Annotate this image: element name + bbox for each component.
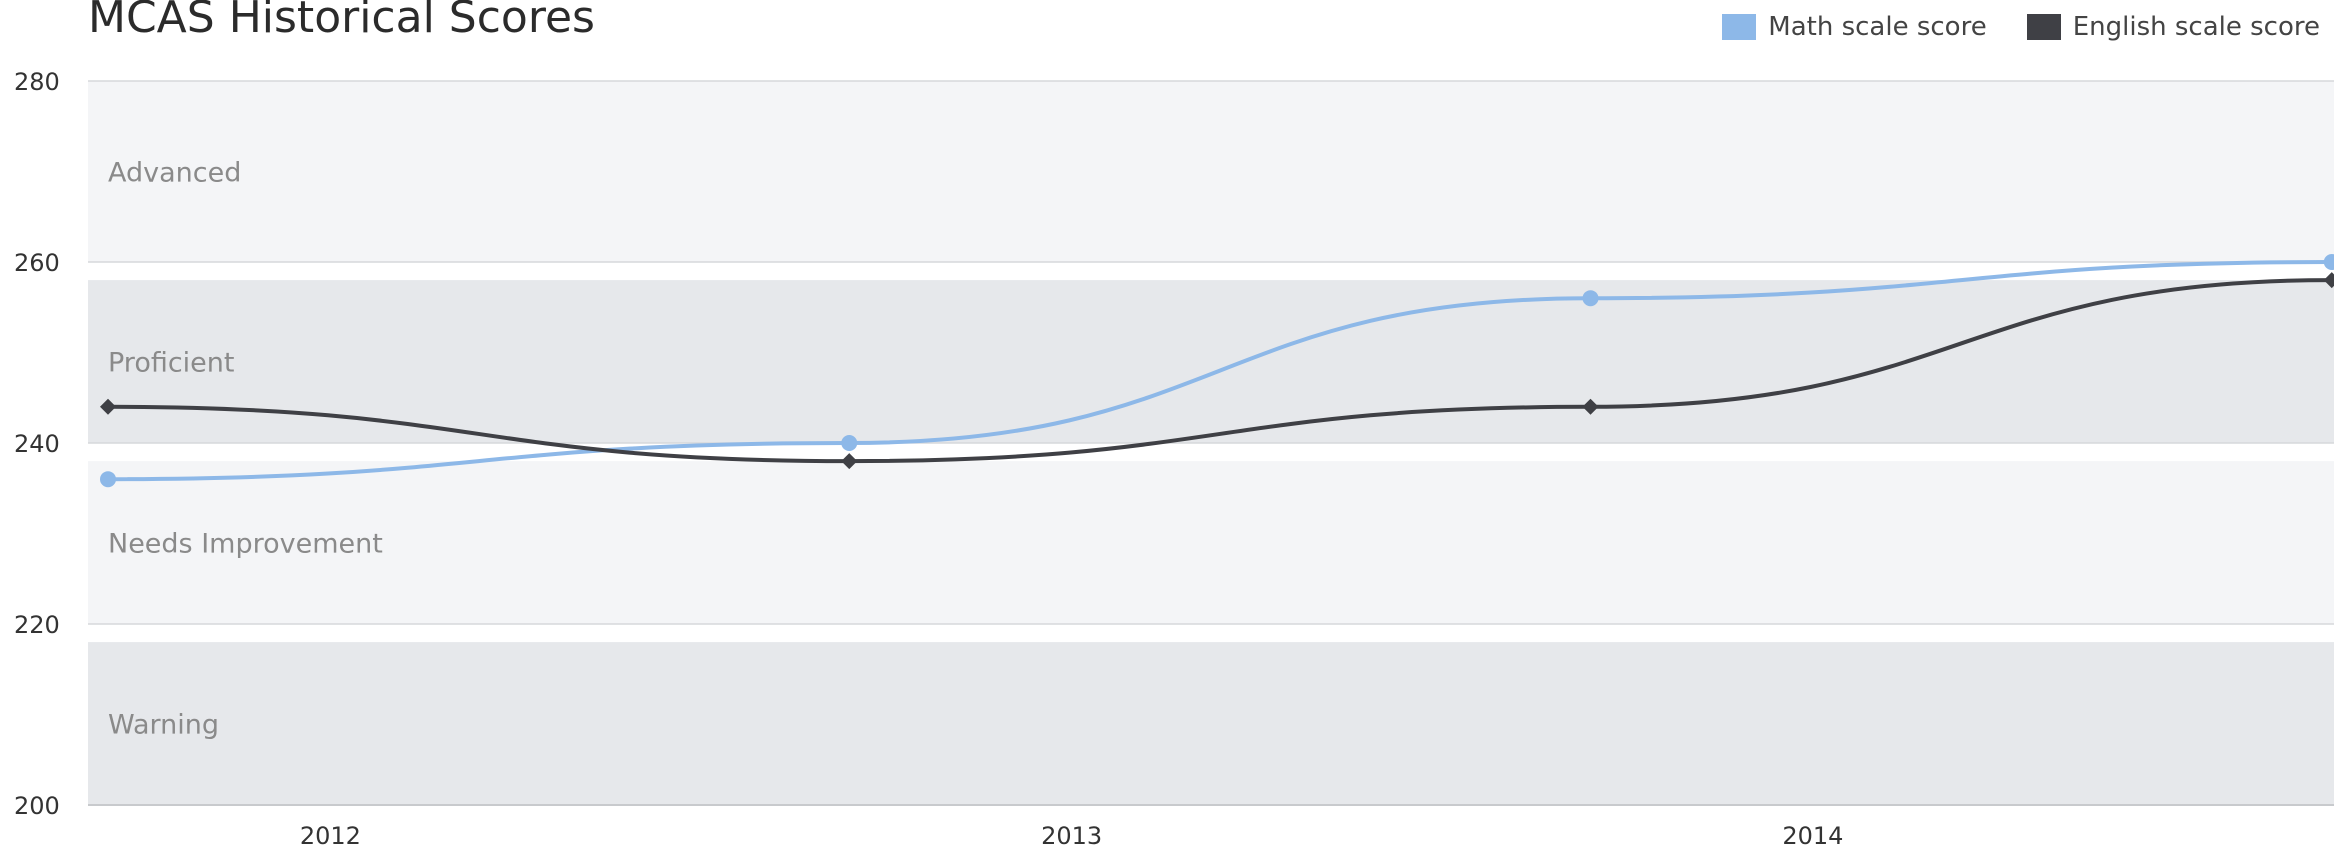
chart-title: MCAS Historical Scores	[88, 0, 595, 43]
band-label-proficient: Proficient	[108, 348, 235, 379]
series-line-math	[107, 260, 2332, 482]
point-english-0	[100, 398, 116, 415]
y-tick-label-280: 280	[14, 68, 60, 96]
band-needs-improvement	[88, 461, 2334, 624]
band-proficient	[88, 280, 2334, 443]
y-tick-label-260: 260	[14, 249, 60, 277]
x-tick-label-2014: 2014	[1782, 822, 1843, 850]
legend-item-english[interactable]: English scale score	[2026, 12, 2320, 42]
series-line-english	[107, 278, 2332, 464]
point-math-2	[1582, 290, 1599, 307]
x-tick-label-2012: 2012	[300, 822, 361, 850]
legend-label-math: Math scale score	[1768, 12, 1987, 42]
band-label-warning: Warning	[108, 710, 219, 741]
y-tick-label-200: 200	[14, 792, 60, 820]
point-math-1	[841, 435, 858, 451]
legend-swatch-english	[2026, 14, 2061, 40]
y-tick-label-220: 220	[14, 611, 60, 639]
point-math-0	[100, 471, 116, 488]
point-english-3	[2323, 272, 2334, 289]
point-english-2	[1582, 398, 1599, 415]
x-tick-label-2013: 2013	[1041, 822, 1102, 850]
legend-item-math[interactable]: Math scale score	[1722, 12, 1987, 42]
point-english-1	[841, 453, 858, 470]
legend-swatch-math	[1722, 14, 1757, 40]
point-math-3	[2323, 254, 2334, 270]
legend: Math scale score English scale score	[1682, 12, 2320, 42]
band-advanced	[88, 81, 2334, 262]
band-label-advanced: Advanced	[108, 158, 241, 189]
band-label-needs-improvement: Needs Improvement	[108, 529, 383, 560]
y-tick-label-240: 240	[14, 430, 60, 458]
band-warning	[88, 642, 2334, 805]
legend-label-english: English scale score	[2072, 12, 2320, 42]
